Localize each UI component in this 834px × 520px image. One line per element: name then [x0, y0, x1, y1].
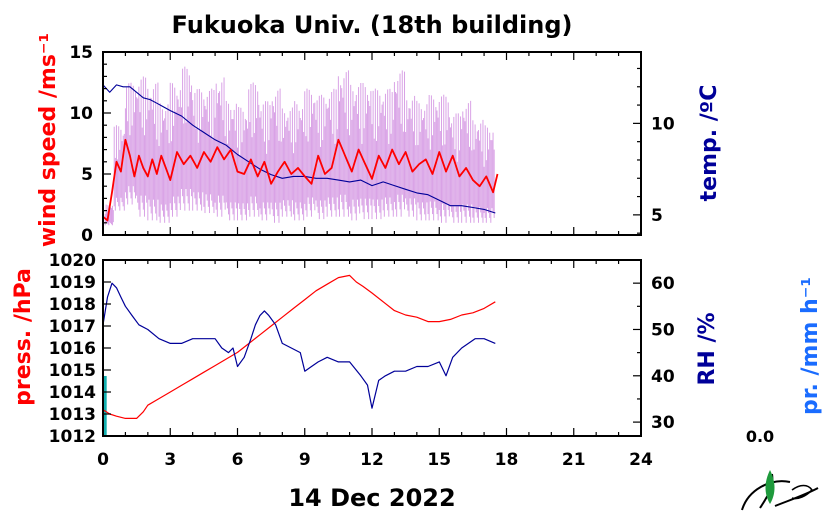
logo-leaf-icon	[765, 470, 775, 504]
pressure-y-tick-label: 1015	[49, 361, 96, 381]
x-tick-label: 6	[232, 450, 244, 470]
pressure-y-tick-label: 1016	[49, 339, 96, 359]
pressure-y-tick-label: 1018	[49, 295, 96, 315]
humidity-line	[102, 282, 496, 409]
institution-logo	[741, 470, 819, 511]
wind-y-tick-label: 15	[69, 43, 93, 63]
pressure-line	[102, 274, 496, 419]
logo-stroke	[791, 484, 814, 500]
rh-y-tick-label: 60	[651, 274, 675, 294]
logo-stroke	[774, 487, 819, 507]
x-tick-label: 24	[629, 450, 653, 470]
wind-average-line	[102, 138, 499, 222]
chart-title: Fukuoka Univ. (18th building)	[172, 11, 573, 39]
wind-y-tick-label: 0	[81, 226, 93, 246]
x-tick-label: 3	[164, 450, 176, 470]
wind-y-tick-label: 5	[81, 165, 93, 185]
precip-total-value: 0.0	[746, 427, 774, 446]
rh-y-tick-label: 40	[651, 367, 675, 387]
wind-axis-label: wind speed /ms⁻¹	[36, 33, 61, 247]
pressure-y-tick-label: 1013	[49, 405, 96, 425]
rh-y-tick-label: 50	[651, 320, 675, 340]
x-tick-label: 12	[360, 450, 384, 470]
x-tick-label: 15	[427, 450, 451, 470]
pressure-y-tick-label: 1019	[49, 273, 96, 293]
precip-axis-label: pr. /mm h⁻¹	[798, 277, 823, 415]
rh-y-tick-label: 30	[651, 413, 675, 433]
x-tick-label: 9	[299, 450, 311, 470]
logo-swoosh	[741, 480, 791, 511]
pressure-y-tick-label: 1020	[49, 251, 96, 271]
pressure-y-tick-label: 1017	[49, 317, 96, 337]
pressure-y-tick-label: 1012	[49, 427, 96, 447]
rh-axis-label: RH /%	[695, 312, 720, 385]
temp-axis-label: temp. /ºC	[697, 85, 722, 202]
x-tick-label: 18	[495, 450, 519, 470]
temp-y-tick-label: 5	[651, 206, 663, 226]
pressure-axis-label: press. /hPa	[11, 268, 36, 406]
x-tick-label: 21	[562, 450, 586, 470]
bottom-panel-frame	[102, 259, 642, 437]
x-tick-label: 0	[97, 450, 109, 470]
temperature-line	[102, 84, 496, 214]
wind-y-tick-label: 10	[69, 104, 93, 124]
temp-y-tick-label: 10	[651, 114, 675, 134]
date-label: 14 Dec 2022	[288, 484, 455, 512]
pressure-y-tick-label: 1014	[49, 383, 96, 403]
